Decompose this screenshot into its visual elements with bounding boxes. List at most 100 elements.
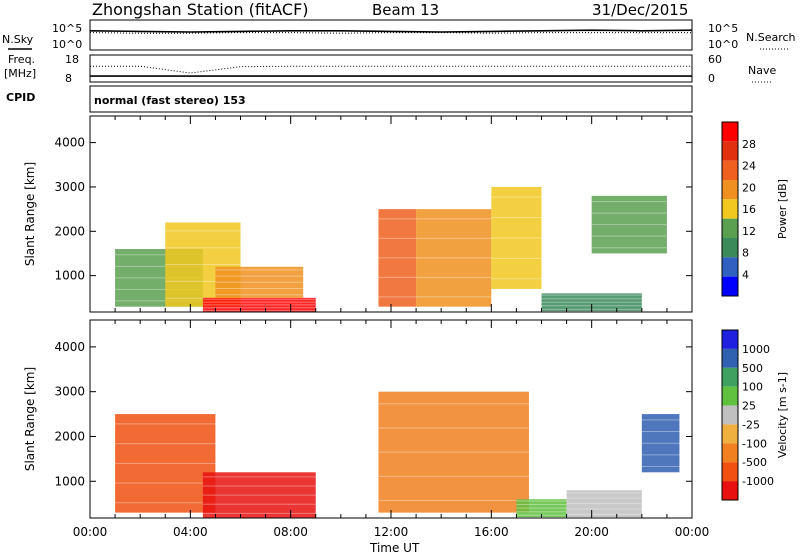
x-tick-label: 16:00 [474,525,509,539]
colorbar-swatch [722,386,738,406]
y-tick-label: 3000 [54,180,85,194]
x-tick-label: 00:00 [73,525,108,539]
colorbar-tick: 1000 [742,343,770,356]
colorbar-tick: 12 [742,225,756,238]
x-tick-label: 08:00 [273,525,308,539]
colorbar-swatch [722,348,738,368]
colorbar-swatch [722,180,738,200]
colorbar-tick: 100 [742,381,763,394]
colorbar-swatch [722,218,738,238]
colorbar-tick: 500 [742,362,763,375]
power-panel: 4000 3000 2000 1000 Slant Range [km] [23,115,693,313]
colorbar-tick: 24 [742,160,756,173]
colorbar-tick: 20 [742,181,756,194]
x-tick-label: 00:00 [675,525,710,539]
noise-right-tick-top: 10^5 [708,22,738,35]
x-tick-label: 20:00 [574,525,609,539]
nave-tick-bottom: 0 [708,72,715,85]
colorbar-tick: 4 [742,268,749,281]
colorbar-swatch [722,276,738,296]
colorbar-tick: -1000 [742,475,774,488]
noise-tick-top: 10^5 [52,22,82,35]
station-title: Zhongshan Station (fitACF) [92,0,309,19]
noise-panel: 10^5 10^0 10^5 10^0 N.Sky N.Search [2,19,796,51]
freq-tick-bottom: 8 [65,72,72,85]
data-region [516,499,567,518]
nsky-line [89,29,693,33]
freq-unit-label: [MHz] [4,67,36,80]
colorbar-swatch [722,122,738,142]
colorbar-label: Velocity [m s-1] [776,372,789,458]
y-tick-label: 4000 [54,136,85,150]
nsky-label: N.Sky [2,33,34,46]
colorbar-swatch [722,330,738,349]
y-tick-label: 2000 [54,429,85,443]
cpid-value: normal (fast stereo) 153 [94,94,246,107]
nsearch-label: N.Search [746,31,796,44]
data-region [202,297,316,312]
nave-line [90,65,692,74]
y-tick-label: 1000 [54,269,85,283]
colorbar-frame [721,121,739,297]
beam-label: Beam 13 [372,1,439,19]
data-region [491,186,542,289]
freq-label: Freq. [8,53,35,66]
cpid-label: CPID [6,91,35,104]
colorbar-tick: 25 [742,400,756,413]
data-region [378,391,529,513]
colorbar-tick: 16 [742,203,756,216]
colorbar-swatch [722,443,738,463]
colorbar-tick: -25 [742,418,760,431]
colorbar-frame [721,329,739,501]
cpid-frame [89,85,693,113]
colorbar-swatch [722,141,738,161]
date-label: 31/Dec/2015 [592,1,688,19]
x-tick-label: 04:00 [173,525,208,539]
nsearch-line [89,32,692,34]
data-region [202,472,316,518]
colorbar-swatch [722,160,738,180]
colorbar-swatch [722,424,738,444]
y-tick-label: 4000 [54,340,85,354]
colorbar-swatch [722,257,738,277]
colorbar-swatch [722,462,738,482]
colorbar-swatch [722,405,738,425]
data-region [416,209,492,307]
velocity-colorbar: 1000 500 100 25 -25 -100 -500 -1000 Velocity [m … [721,329,789,501]
colorbar-swatch [722,238,738,258]
nave-label: Nave [748,64,776,77]
time-axis-label: Time UT [369,541,420,554]
colorbar-swatch [722,367,738,387]
freq-panel: 18 8 60 0 Freq. [MHz] Nave [4,53,776,85]
nave-tick-top: 60 [708,53,722,66]
data-region [641,414,680,473]
cpid-row: CPID normal (fast stereo) 153 [6,85,693,113]
colorbar-tick: 28 [742,138,756,151]
noise-panel-frame [89,19,693,51]
y-tick-label: 1000 [54,474,85,488]
data-region [541,293,642,312]
data-region [115,414,216,513]
colorbar-swatch [722,199,738,219]
colorbar-swatch [722,481,738,500]
colorbar-tick: -100 [742,437,767,450]
velocity-panel: 4000 3000 2000 1000 Slant Range [km] [23,319,693,519]
x-tick-label: 12:00 [374,525,409,539]
time-axis: 00:00 04:00 08:00 12:00 16:00 20:00 00:00 [73,525,710,539]
y-axis-label: Slant Range [km] [23,367,37,471]
freq-tick-top: 18 [65,53,79,66]
data-region [591,195,667,254]
y-axis-label: Slant Range [km] [23,162,37,266]
freq-panel-frame [89,54,693,83]
data-region [215,266,304,298]
data-region [378,209,417,307]
data-region [566,490,642,518]
noise-tick-bottom: 10^0 [52,38,82,51]
y-tick-label: 3000 [54,385,85,399]
colorbar-label: Power [dB] [776,179,789,239]
y-tick-label: 2000 [54,224,85,238]
colorbar-tick: 8 [742,247,749,260]
noise-right-tick-bottom: 10^0 [708,38,738,51]
colorbar-tick: -500 [742,456,767,469]
